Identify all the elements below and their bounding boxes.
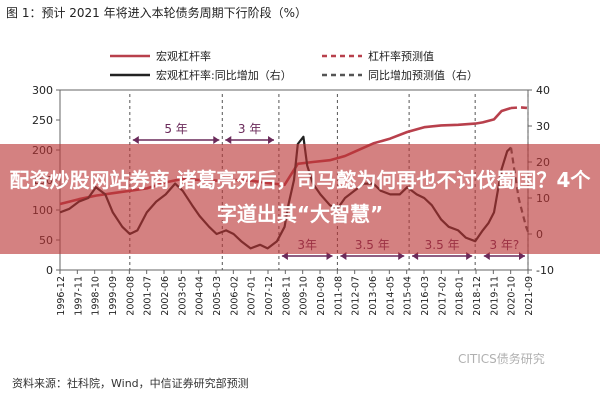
- x-axis-tick-label: 2015-04: [403, 276, 414, 316]
- arrow-head: [519, 252, 525, 260]
- x-axis-tick-label: 2020-10: [507, 276, 518, 316]
- series-line: [510, 106, 529, 110]
- cycle-label: 5 年: [164, 122, 187, 136]
- x-axis-tick-label: 2012-07: [351, 276, 362, 316]
- legend-label: 同比增加预测值（右）: [368, 68, 478, 82]
- left-axis-tick-label: 0: [46, 264, 53, 277]
- figure-title: 图 1：预计 2021 年将进入本轮债务周期下行阶段（%）: [6, 6, 308, 20]
- x-axis-tick-label: 2017-02: [437, 276, 448, 316]
- x-axis-tick-label: 1997-11: [73, 276, 84, 316]
- left-axis-tick-label: 300: [32, 84, 53, 97]
- legend-label: 宏观杠杆率:同比增加（右）: [156, 68, 292, 82]
- x-axis-tick-label: 2018-12: [472, 276, 483, 316]
- watermark-text: CITICS债务研究: [458, 352, 545, 366]
- x-axis-ticks: 1996-12 1997-11 1998-10 1999-09 2000-08 2001-…: [56, 270, 535, 316]
- x-axis-tick-label: 1999-09: [108, 276, 119, 316]
- x-axis-tick-label: 2004-04: [195, 276, 206, 316]
- arrow-head: [281, 252, 288, 260]
- x-axis-tick-label: 2021-09: [524, 276, 535, 316]
- overlay-banner: [0, 144, 600, 254]
- arrow-head: [398, 252, 405, 260]
- arrow-head: [326, 252, 333, 260]
- x-axis-tick-label: 2007-12: [264, 276, 275, 316]
- left-axis-tick-label: 250: [32, 114, 53, 127]
- x-axis-tick-label: 1996-12: [56, 276, 67, 316]
- right-axis-tick-label: 30: [536, 120, 550, 133]
- x-axis-tick-label: 2005-03: [212, 276, 223, 316]
- x-axis-tick-label: 2014-05: [385, 276, 396, 316]
- x-axis-tick-label: 2003-05: [177, 276, 188, 316]
- x-axis-tick-label: 2001-07: [143, 276, 154, 316]
- x-axis-tick-label: 2007-01: [247, 276, 258, 316]
- x-axis-tick-label: 2013-06: [368, 276, 379, 316]
- source-note: 资料来源：社科院，Wind，中信证券研究部预测: [12, 377, 249, 390]
- x-axis-tick-label: 2018-01: [455, 276, 466, 316]
- x-axis-tick-label: 2011-08: [333, 276, 344, 316]
- right-axis-tick-label: -10: [536, 264, 554, 277]
- right-axis-tick-label: 40: [536, 84, 550, 97]
- arrow-head: [412, 252, 419, 260]
- x-axis-tick-label: 2010-09: [316, 276, 327, 316]
- arrow-head: [132, 136, 139, 144]
- cycle-label: 3 年: [238, 122, 261, 136]
- x-axis-tick-label: 1998-10: [91, 276, 102, 316]
- legend-label: 宏观杠杆率: [156, 49, 211, 63]
- legend-label: 杠杆率预测值: [368, 49, 434, 63]
- overlay-headline: 配资炒股网站券商 诸葛亮死后，司马懿为何再也不讨伐蜀国？4个字道出其“大智慧”: [9, 168, 591, 226]
- x-axis-tick-label: 2008-11: [281, 276, 292, 316]
- x-axis-tick-label: 2019-11: [489, 276, 500, 316]
- x-axis-tick-label: 2000-08: [125, 276, 136, 316]
- x-axis-tick-label: 2006-02: [229, 276, 240, 316]
- arrow-head: [225, 136, 232, 144]
- arrow-head: [340, 252, 347, 260]
- arrow-head: [466, 252, 473, 260]
- x-axis-tick-label: 2009-10: [299, 276, 310, 316]
- arrow-head: [213, 136, 220, 144]
- x-axis-tick-label: 2002-06: [160, 276, 171, 316]
- arrow-head: [268, 136, 275, 144]
- x-axis-tick-label: 2016-03: [420, 276, 431, 316]
- arrow-head: [483, 252, 490, 260]
